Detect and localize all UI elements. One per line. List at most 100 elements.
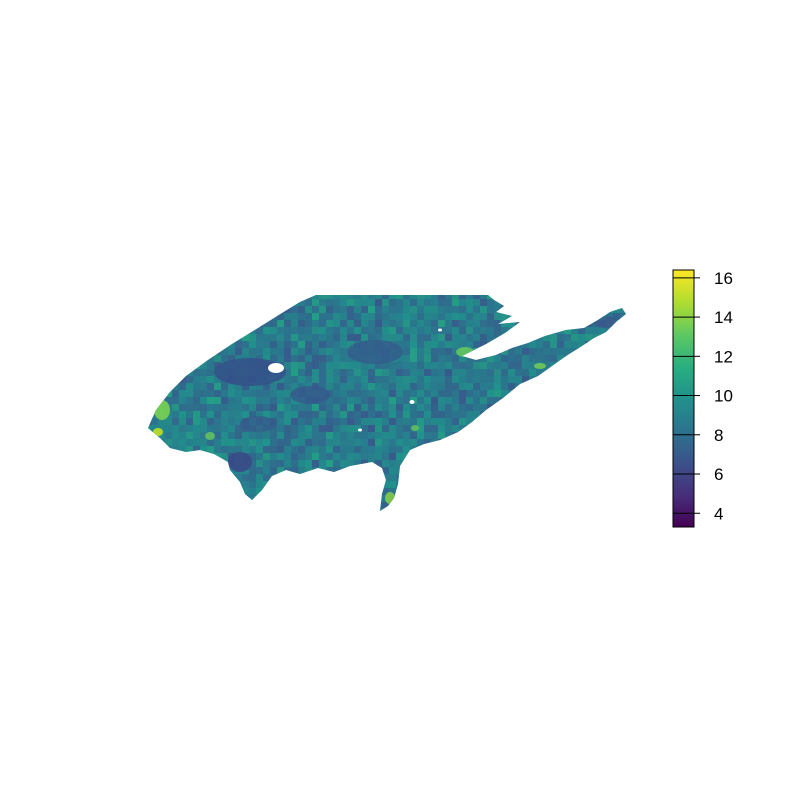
raster-cell (186, 320, 193, 327)
raster-cell (291, 439, 298, 446)
raster-cell (200, 299, 207, 306)
raster-cell (480, 362, 487, 369)
raster-cell (627, 481, 634, 488)
raster-cell (333, 334, 340, 341)
raster-cell (466, 418, 473, 425)
raster-cell (403, 369, 410, 376)
raster-cell (480, 474, 487, 481)
raster-cell (186, 425, 193, 432)
raster-cell (172, 418, 179, 425)
raster-cell (193, 467, 200, 474)
raster-cell (291, 299, 298, 306)
raster-cell (585, 411, 592, 418)
raster-cell (403, 299, 410, 306)
raster-cell (151, 313, 158, 320)
raster-cell (214, 397, 221, 404)
raster-cell (613, 327, 620, 334)
raster-cell (431, 502, 438, 509)
raster-cell (375, 453, 382, 460)
raster-cell (305, 439, 312, 446)
raster-cell (557, 432, 564, 439)
raster-cell (501, 495, 508, 502)
raster-cell (284, 327, 291, 334)
raster-cell (375, 376, 382, 383)
raster-cell (193, 313, 200, 320)
raster-cell (445, 481, 452, 488)
raster-cell (298, 383, 305, 390)
raster-cell (494, 502, 501, 509)
raster-cell (158, 446, 165, 453)
raster-cell (459, 295, 466, 299)
raster-cell (193, 432, 200, 439)
raster-cell (368, 418, 375, 425)
raster-cell (452, 397, 459, 404)
raster-cell (606, 397, 613, 404)
raster-cell (627, 411, 634, 418)
raster-cell (473, 502, 480, 509)
raster-cell (515, 376, 522, 383)
raster-cell (235, 306, 242, 313)
raster-cell (319, 425, 326, 432)
raster-cell (382, 404, 389, 411)
raster-cell (270, 397, 277, 404)
raster-cell (277, 460, 284, 467)
raster-cell (585, 295, 592, 299)
raster-cell (522, 439, 529, 446)
raster-cell (333, 306, 340, 313)
raster-cell (585, 383, 592, 390)
raster-cell (340, 418, 347, 425)
raster-cell (480, 397, 487, 404)
raster-cell (613, 467, 620, 474)
raster-cell (564, 397, 571, 404)
raster-cell (179, 295, 186, 299)
raster-cell (606, 439, 613, 446)
raster-cell (284, 306, 291, 313)
raster-cell (417, 418, 424, 425)
raster-cell (277, 439, 284, 446)
raster-cell (172, 362, 179, 369)
raster-cell (473, 320, 480, 327)
raster-cell (172, 327, 179, 334)
raster-cell (186, 460, 193, 467)
raster-cell (396, 320, 403, 327)
raster-cell (466, 295, 473, 299)
raster-cell (151, 376, 158, 383)
raster-cell (361, 390, 368, 397)
raster-cell (228, 495, 235, 502)
raster-cell (459, 495, 466, 502)
raster-cell (431, 474, 438, 481)
raster-cell (228, 299, 235, 306)
raster-cell (207, 369, 214, 376)
raster-cell (186, 481, 193, 488)
raster-cell (207, 446, 214, 453)
raster-cell (529, 341, 536, 348)
raster-cell (347, 411, 354, 418)
raster-cell (186, 327, 193, 334)
raster-cell (277, 418, 284, 425)
raster-cell (620, 320, 626, 327)
raster-cell (312, 439, 319, 446)
raster-cell (291, 418, 298, 425)
raster-cell (326, 295, 333, 299)
raster-cell (326, 327, 333, 334)
raster-cell (221, 295, 228, 299)
raster-cell (508, 481, 515, 488)
raster-cell (148, 376, 151, 383)
raster-cell (592, 362, 599, 369)
raster-cell (473, 295, 480, 299)
raster-cell (172, 306, 179, 313)
raster-cell (228, 320, 235, 327)
raster-cell (459, 327, 466, 334)
raster-cell (599, 369, 606, 376)
raster-cell (543, 404, 550, 411)
raster-cell (242, 299, 249, 306)
raster-cell (361, 397, 368, 404)
raster-cell (508, 383, 515, 390)
raster-cell (403, 376, 410, 383)
raster-cell (543, 439, 550, 446)
raster-cell (347, 306, 354, 313)
raster-cell (382, 467, 389, 474)
raster-cell (298, 362, 305, 369)
raster-cell (403, 453, 410, 460)
raster-cell (494, 362, 501, 369)
